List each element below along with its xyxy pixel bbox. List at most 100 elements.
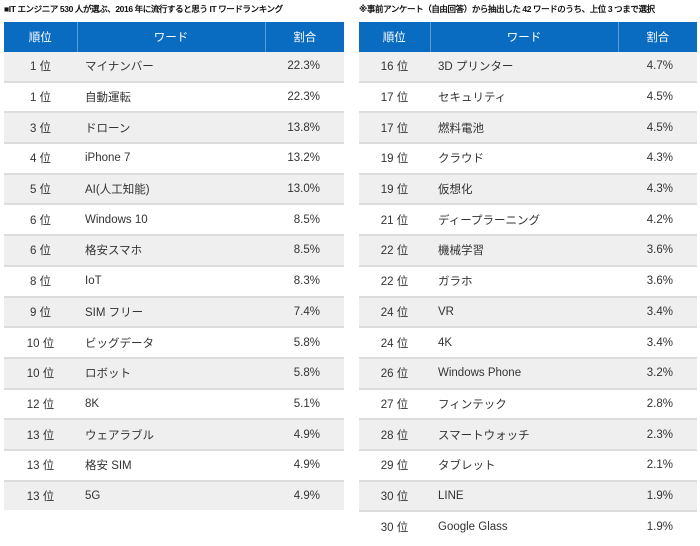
header-percent: 割合 <box>264 22 344 52</box>
word-cell: 8K <box>77 387 265 420</box>
rank-cell: 6 位 <box>4 203 77 236</box>
rank-cell: 28 位 <box>359 418 430 450</box>
header-word: ワード <box>76 22 265 52</box>
table-row: 9 位 SIM フリー 7.4% <box>4 295 344 328</box>
percent-cell: 4.9% <box>265 418 344 450</box>
rank-cell: 19 位 <box>359 142 430 174</box>
word-cell: 機械学習 <box>430 234 618 266</box>
word-cell: Windows Phone <box>430 356 618 389</box>
percent-cell: 4.2% <box>618 203 697 236</box>
word-cell: 4K <box>430 326 618 358</box>
right-caption: ※事前アンケート（自由回答）から抽出した 42 ワードのうち、上位 3 つまで選… <box>359 4 655 14</box>
percent-cell: 4.5% <box>618 80 697 113</box>
rank-cell: 6 位 <box>4 234 77 266</box>
percent-cell: 2.1% <box>618 448 697 481</box>
table-row: 19 位仮想化 4.3% <box>359 172 697 205</box>
word-cell: Google Glass <box>430 510 618 541</box>
table-row: 17 位燃料電池 4.5% <box>359 111 697 144</box>
table-row: 22 位機械学習 3.6% <box>359 234 697 266</box>
table-row: 26 位 Windows Phone 3.2% <box>359 356 697 389</box>
table-row: 4 位 iPhone 7 13.2% <box>4 142 344 174</box>
rank-cell: 12 位 <box>4 387 77 420</box>
header-rank: 順位 <box>359 22 430 52</box>
percent-cell: 3.6% <box>618 264 697 297</box>
word-cell: クラウド <box>430 142 618 174</box>
table-row: 3 位ドローン 13.8% <box>4 111 344 144</box>
percent-cell: 13.8% <box>265 111 344 144</box>
percent-cell: 3.4% <box>618 326 697 358</box>
rank-cell: 22 位 <box>359 264 430 297</box>
table-row: 21 位ディープラーニング 4.2% <box>359 203 697 236</box>
table-row: 24 位 4K 3.4% <box>359 326 697 358</box>
percent-cell: 13.0% <box>265 172 344 205</box>
rank-cell: 13 位 <box>4 418 77 450</box>
rank-cell: 30 位 <box>359 479 430 512</box>
percent-cell: 22.3% <box>265 52 344 82</box>
rank-cell: 30 位 <box>359 510 430 541</box>
percent-cell: 4.9% <box>265 448 344 481</box>
table-row: 19 位クラウド 4.3% <box>359 142 697 174</box>
rank-cell: 10 位 <box>4 326 77 358</box>
percent-cell: 4.7% <box>618 52 697 82</box>
rank-cell: 29 位 <box>359 448 430 481</box>
word-cell: ドローン <box>77 111 265 144</box>
header-rank: 順位 <box>4 22 77 52</box>
rank-cell: 13 位 <box>4 448 77 481</box>
percent-cell: 4.9% <box>265 479 344 511</box>
table-row: 6 位格安スマホ 8.5% <box>4 234 344 266</box>
word-cell: ウェアラブル <box>77 418 265 450</box>
word-cell: タブレット <box>430 448 618 481</box>
word-cell: 5G <box>77 479 265 511</box>
table-row: 17 位セキュリティ 4.5% <box>359 80 697 113</box>
rank-cell: 19 位 <box>359 172 430 205</box>
word-cell: iPhone 7 <box>77 142 265 174</box>
word-cell: 燃料電池 <box>430 111 618 144</box>
percent-cell: 13.2% <box>265 142 344 174</box>
percent-cell: 3.4% <box>618 295 697 328</box>
percent-cell: 8.5% <box>265 203 344 236</box>
rank-cell: 13 位 <box>4 479 77 511</box>
word-cell: マイナンバー <box>77 52 265 82</box>
word-cell: 仮想化 <box>430 172 618 205</box>
rank-cell: 5 位 <box>4 172 77 205</box>
word-cell: ガラホ <box>430 264 618 297</box>
percent-cell: 4.5% <box>618 111 697 144</box>
percent-cell: 4.3% <box>618 172 697 205</box>
ranking-table-left: 順位 ワード 割合 1 位マイナンバー 22.3% 1 位自動運転 22.3% 3 位ド… <box>4 22 344 511</box>
word-cell: AI(人工知能) <box>77 172 265 205</box>
table-row: 30 位 LINE 1.9% <box>359 479 697 512</box>
percent-cell: 3.2% <box>618 356 697 389</box>
word-cell: ロボット <box>77 356 265 389</box>
percent-cell: 1.9% <box>618 479 697 512</box>
percent-cell: 22.3% <box>265 80 344 113</box>
word-cell: VR <box>430 295 618 328</box>
table-row: 5 位 AI(人工知能) 13.0% <box>4 172 344 205</box>
table-row: 16 位 3D プリンター 4.7% <box>359 52 697 82</box>
rank-cell: 16 位 <box>359 52 430 82</box>
rank-cell: 21 位 <box>359 203 430 236</box>
percent-cell: 2.8% <box>618 387 697 420</box>
percent-cell: 4.3% <box>618 142 697 174</box>
table-row: 29 位タブレット 2.1% <box>359 448 697 481</box>
table-row: 1 位マイナンバー 22.3% <box>4 52 344 82</box>
word-cell: 自動運転 <box>77 80 265 113</box>
table-row: 30 位 Google Glass 1.9% <box>359 510 697 541</box>
rank-cell: 3 位 <box>4 111 77 144</box>
rank-cell: 10 位 <box>4 356 77 389</box>
rank-cell: 4 位 <box>4 142 77 174</box>
table-row: 28 位スマートウォッチ 2.3% <box>359 418 697 450</box>
percent-cell: 7.4% <box>265 295 344 328</box>
word-cell: セキュリティ <box>430 80 618 113</box>
word-cell: フィンテック <box>430 387 618 420</box>
rank-cell: 24 位 <box>359 295 430 328</box>
table-row: 10 位ビッグデータ 5.8% <box>4 326 344 358</box>
left-caption: ■IT エンジニア 530 人が選ぶ、2016 年に流行すると思う IT ワード… <box>4 4 283 14</box>
word-cell: LINE <box>430 479 618 512</box>
rank-cell: 9 位 <box>4 295 77 328</box>
table-row: 13 位 5G 4.9% <box>4 479 344 511</box>
header-percent: 割合 <box>617 22 697 52</box>
percent-cell: 3.6% <box>618 234 697 266</box>
word-cell: 格安 SIM <box>77 448 265 481</box>
word-cell: Windows 10 <box>77 203 265 236</box>
word-cell: SIM フリー <box>77 295 265 328</box>
